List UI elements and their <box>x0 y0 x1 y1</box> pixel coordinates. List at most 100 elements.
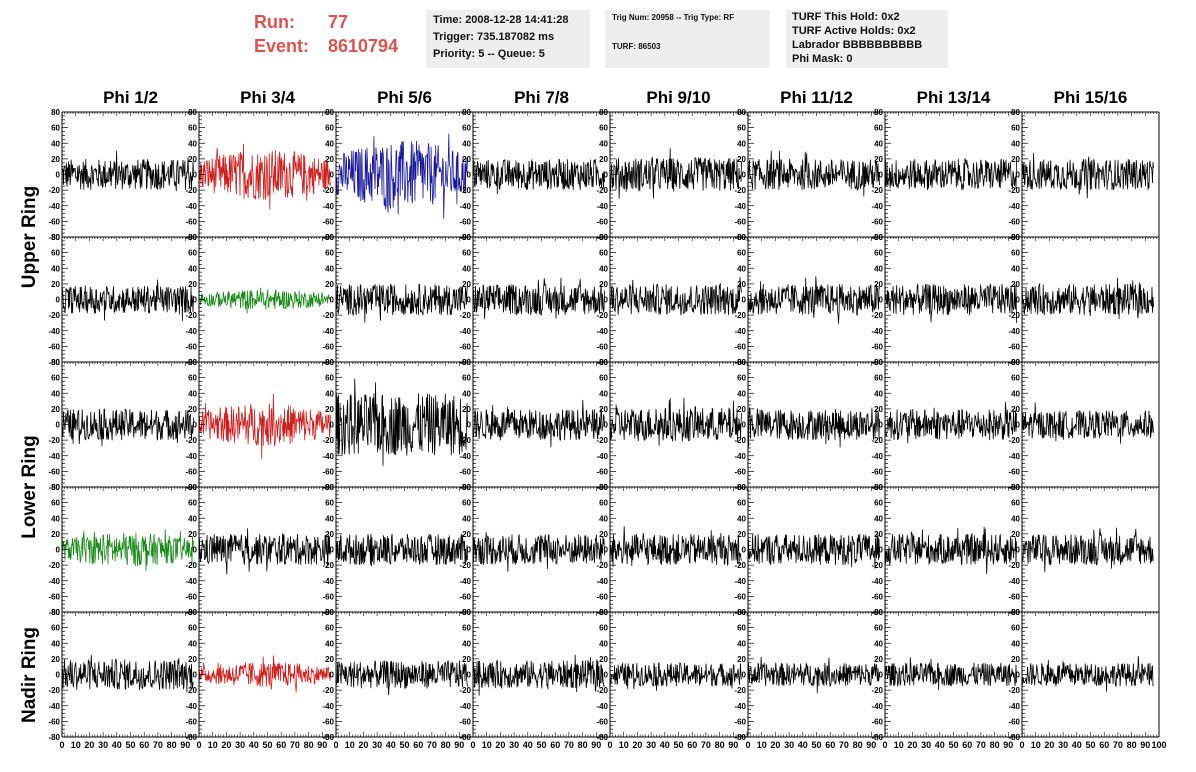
y-tick-label: 40 <box>325 264 334 273</box>
waveform-trace <box>335 660 468 696</box>
y-tick-label: -40 <box>734 577 746 586</box>
y-tick-label: -60 <box>322 217 334 226</box>
y-tick-label: 40 <box>874 389 883 398</box>
y-tick-label: -60 <box>185 217 197 226</box>
y-tick-label: -40 <box>48 577 60 586</box>
y-tick-label: -40 <box>871 452 883 461</box>
y-tick-label: -40 <box>322 327 334 336</box>
waveform-trace <box>747 276 880 324</box>
y-tick-label: 60 <box>51 249 60 258</box>
y-tick-label: -40 <box>459 577 471 586</box>
x-tick-label: 60 <box>139 740 149 750</box>
y-tick-label: -60 <box>734 342 746 351</box>
y-tick-label: 80 <box>599 108 608 117</box>
y-tick-label: 40 <box>51 514 60 523</box>
waveform-trace <box>198 143 331 210</box>
y-tick-label: -40 <box>871 702 883 711</box>
y-tick-label: 40 <box>1011 264 1020 273</box>
waveform-trace <box>747 533 880 569</box>
y-tick-label: -60 <box>596 342 608 351</box>
x-tick-label: 10 <box>1031 740 1041 750</box>
x-tick-label: 60 <box>687 740 697 750</box>
y-tick-label: -60 <box>48 717 60 726</box>
column-title: Phi 5/6 <box>377 88 432 107</box>
y-tick-label: 80 <box>737 358 746 367</box>
y-tick-label: 80 <box>188 483 197 492</box>
x-tick-label: 80 <box>990 740 1000 750</box>
column-title: Phi 11/12 <box>780 88 853 107</box>
y-tick-label: 60 <box>462 374 471 383</box>
x-tick-label: 90 <box>180 740 190 750</box>
y-tick-label: 40 <box>51 639 60 648</box>
x-tick-label: 60 <box>962 740 972 750</box>
y-tick-label: 80 <box>874 483 883 492</box>
waveform-trace <box>609 148 742 199</box>
y-tick-label: -40 <box>459 702 471 711</box>
x-tick-label: 90 <box>317 740 327 750</box>
y-tick-label: -60 <box>596 467 608 476</box>
y-tick-label: -60 <box>48 217 60 226</box>
y-tick-label: 80 <box>51 108 60 117</box>
waveform-trace <box>1021 655 1154 692</box>
y-tick-label: 60 <box>462 124 471 133</box>
y-tick-label: -40 <box>734 327 746 336</box>
y-tick-label: -60 <box>459 467 471 476</box>
x-tick-label: 60 <box>413 740 423 750</box>
y-tick-label: 0 <box>742 671 747 680</box>
y-tick-label: -60 <box>734 717 746 726</box>
y-tick-label: -20 <box>734 686 746 695</box>
x-tick-label: 10 <box>345 740 355 750</box>
y-tick-label: 40 <box>51 389 60 398</box>
y-tick-label: 20 <box>737 280 746 289</box>
y-tick-label: -20 <box>48 186 60 195</box>
waveform-trace <box>335 378 468 466</box>
x-tick-label: 70 <box>701 740 711 750</box>
x-tick-label: 0 <box>59 740 64 750</box>
y-tick-label: -20 <box>48 686 60 695</box>
y-tick-label: 80 <box>51 608 60 617</box>
y-tick-label: -20 <box>1008 186 1020 195</box>
y-tick-label: 60 <box>1011 249 1020 258</box>
y-tick-label: 0 <box>604 296 609 305</box>
y-tick-label: 80 <box>462 358 471 367</box>
event-label: Event: <box>254 36 310 56</box>
y-tick-label: -20 <box>185 686 197 695</box>
y-tick-label: 40 <box>599 139 608 148</box>
y-tick-label: -20 <box>734 561 746 570</box>
y-tick-label: 0 <box>879 171 884 180</box>
y-tick-label: 80 <box>874 608 883 617</box>
x-tick-label: 70 <box>839 740 849 750</box>
y-tick-label: -60 <box>459 592 471 601</box>
y-tick-label: 40 <box>737 514 746 523</box>
y-tick-label: 0 <box>742 171 747 180</box>
run-label: Run: <box>254 12 295 32</box>
y-tick-label: 20 <box>874 155 883 164</box>
y-tick-label: 0 <box>1016 296 1021 305</box>
y-tick-label: -60 <box>734 467 746 476</box>
y-tick-label: -20 <box>596 561 608 570</box>
y-tick-label: -40 <box>1008 327 1020 336</box>
waveform-trace <box>609 398 742 446</box>
y-tick-label: 80 <box>462 608 471 617</box>
waveform-trace <box>198 393 331 459</box>
x-tick-label: 80 <box>167 740 177 750</box>
y-tick-label: 60 <box>599 624 608 633</box>
y-tick-label: 0 <box>56 171 61 180</box>
x-tick-label: 30 <box>509 740 519 750</box>
y-tick-label: 60 <box>874 249 883 258</box>
y-tick-label: 0 <box>604 546 609 555</box>
y-tick-label: -40 <box>322 202 334 211</box>
y-tick-label: 0 <box>1016 421 1021 430</box>
y-tick-label: -40 <box>185 577 197 586</box>
y-tick-label: -80 <box>48 483 60 492</box>
y-tick-label: 20 <box>51 280 60 289</box>
x-tick-label: 20 <box>1044 740 1054 750</box>
y-tick-label: 80 <box>462 233 471 242</box>
y-tick-label: -60 <box>596 717 608 726</box>
